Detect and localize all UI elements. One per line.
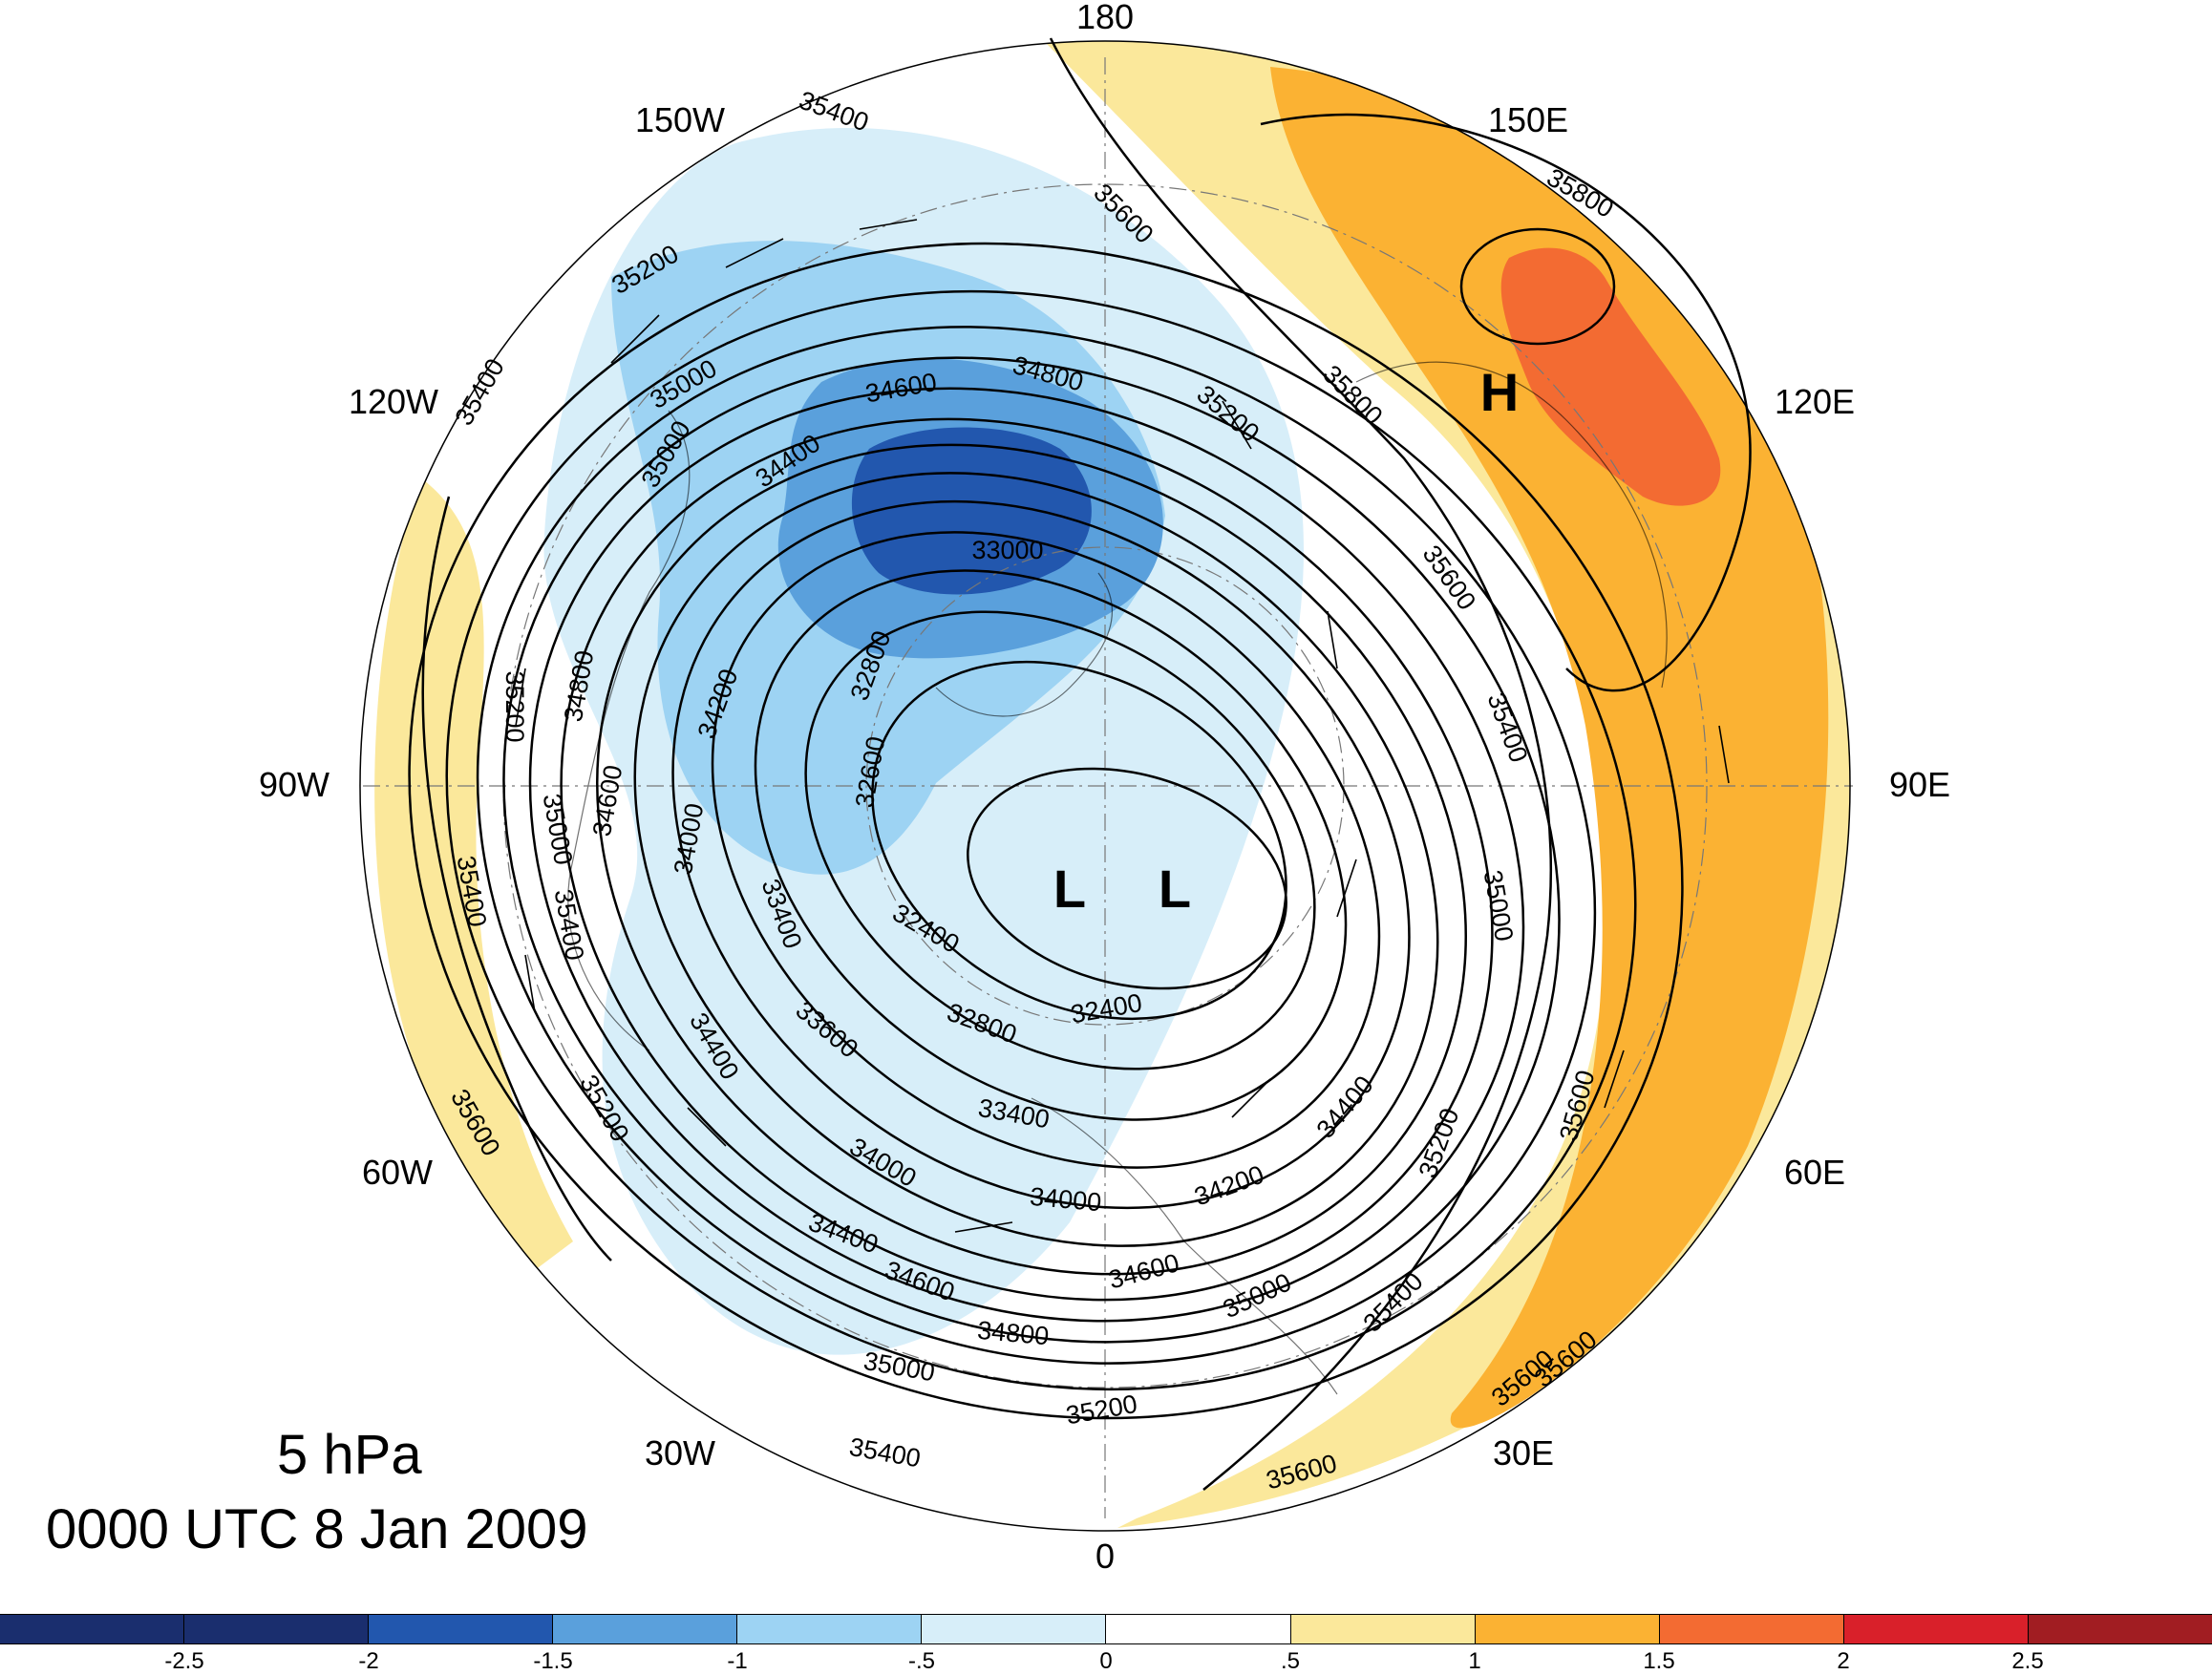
contour-35000 <box>476 326 1597 1365</box>
latitude-circle-70 <box>865 546 1345 1026</box>
contour-34400 <box>560 417 1494 1302</box>
wind-barbs <box>515 219 1730 1233</box>
colorbar-tick-label: 1.5 <box>1643 1648 1675 1674</box>
colorbar-tick-label: 0 <box>1099 1648 1113 1674</box>
colorbar-box <box>921 1615 1106 1643</box>
colorbar-box <box>183 1615 369 1643</box>
contour-34600 <box>528 387 1525 1323</box>
wind-barb <box>1327 610 1338 669</box>
contour-32600 <box>871 660 1287 1021</box>
wind-barb <box>1718 725 1730 784</box>
colorbar-tick-label: -2.5 <box>164 1648 204 1674</box>
coastline-greenland <box>935 572 1113 717</box>
wind-barb <box>1336 859 1357 918</box>
colorbar-labels: -2.5 -2 -1.5 -1 -.5 0 .5 1 1.5 2 2.5 <box>0 1648 2212 1674</box>
pressure-centers: H L L <box>1053 362 1519 919</box>
lon-label: 90W <box>259 765 330 804</box>
contour-32400 <box>967 767 1287 990</box>
lon-label: 120W <box>349 382 438 421</box>
longitude-labels: 180 150E 120E 90E 60E 30E 0 30W 60W 90W … <box>259 0 1950 1576</box>
lon-label: 180 <box>1076 0 1134 36</box>
map-boundary <box>359 40 1851 1532</box>
lon-label: 30E <box>1493 1433 1554 1473</box>
colorbar-tick-label: 2.5 <box>2011 1648 2044 1674</box>
lon-label: 60W <box>362 1153 433 1192</box>
warm-anomaly-red <box>1500 247 1721 506</box>
wind-barb <box>1222 400 1252 450</box>
wind-barb <box>1604 1050 1625 1109</box>
contour-label: 34000 <box>1029 1182 1102 1217</box>
anomaly-shading <box>360 41 1850 1531</box>
contour-34800 <box>502 356 1561 1344</box>
low-pressure-center: L <box>1159 859 1191 919</box>
contour-35200 <box>445 289 1637 1391</box>
lon-label: 120E <box>1775 382 1855 421</box>
contour-33400 <box>711 531 1381 1169</box>
contour-35400 <box>408 242 1684 1420</box>
contour-35800 <box>1260 113 1752 692</box>
colorbar-box <box>1105 1615 1290 1643</box>
contour-33000 <box>754 569 1348 1121</box>
wind-barb <box>524 954 536 1013</box>
contour-35600-west <box>421 496 612 1262</box>
colorbar-tick-label: -1 <box>727 1648 748 1674</box>
wind-barb <box>859 219 918 230</box>
contour-35800-high <box>1459 227 1616 346</box>
colorbar-box <box>552 1615 737 1643</box>
colorbar-tick-label: -2 <box>358 1648 379 1674</box>
colorbar-box <box>1474 1615 1659 1643</box>
colorbar-box <box>0 1615 184 1643</box>
colorbar <box>0 1614 2212 1644</box>
high-pressure-center: H <box>1480 362 1519 422</box>
cold-anomaly-deepest <box>851 427 1092 595</box>
colorbar-tick-label: -.5 <box>907 1648 936 1674</box>
wind-barb <box>954 1221 1013 1233</box>
colorbar-tick-label: 1 <box>1468 1648 1481 1674</box>
pressure-level-title: 5 hPa <box>277 1424 422 1486</box>
colorbar-tick-label: 2 <box>1837 1648 1850 1674</box>
latitude-circle-40 <box>502 183 1708 1389</box>
lon-label: 150W <box>635 100 725 139</box>
colorbar-box <box>2027 1615 2212 1643</box>
colorbar-box <box>368 1615 553 1643</box>
lon-label: 90E <box>1889 765 1950 804</box>
wind-barb <box>515 668 526 727</box>
height-contours <box>408 37 1752 1491</box>
graticule <box>363 57 1853 1518</box>
contour-label: 35200 <box>500 670 529 742</box>
wind-barb <box>725 238 784 268</box>
lon-label: 0 <box>1095 1537 1115 1576</box>
colorbar-tick-label: .5 <box>1280 1648 1301 1674</box>
wind-barb <box>610 314 660 364</box>
contour-32800 <box>804 610 1316 1071</box>
colorbar-box <box>1842 1615 2028 1643</box>
contour-34000 <box>633 472 1439 1247</box>
colorbar-box <box>1289 1615 1475 1643</box>
low-pressure-center: L <box>1053 859 1086 919</box>
lon-label: 150E <box>1488 100 1568 139</box>
coastline-asia <box>1355 361 1668 689</box>
colorbar-box <box>736 1615 922 1643</box>
lon-label: 60E <box>1784 1153 1845 1192</box>
valid-time-title: 0000 UTC 8 Jan 2009 <box>46 1498 588 1560</box>
wind-barb <box>687 1107 727 1147</box>
contour-33600 <box>671 499 1411 1210</box>
contour-35600-east <box>1049 37 1553 1491</box>
colorbar-box <box>1658 1615 1843 1643</box>
colorbar-tick-label: -1.5 <box>533 1648 573 1674</box>
contour-label: 33000 <box>971 536 1043 564</box>
contour-34200 <box>596 443 1467 1276</box>
contour-label: 34800 <box>976 1316 1050 1350</box>
wind-barb <box>1231 1078 1271 1118</box>
lon-label: 30W <box>645 1433 715 1473</box>
